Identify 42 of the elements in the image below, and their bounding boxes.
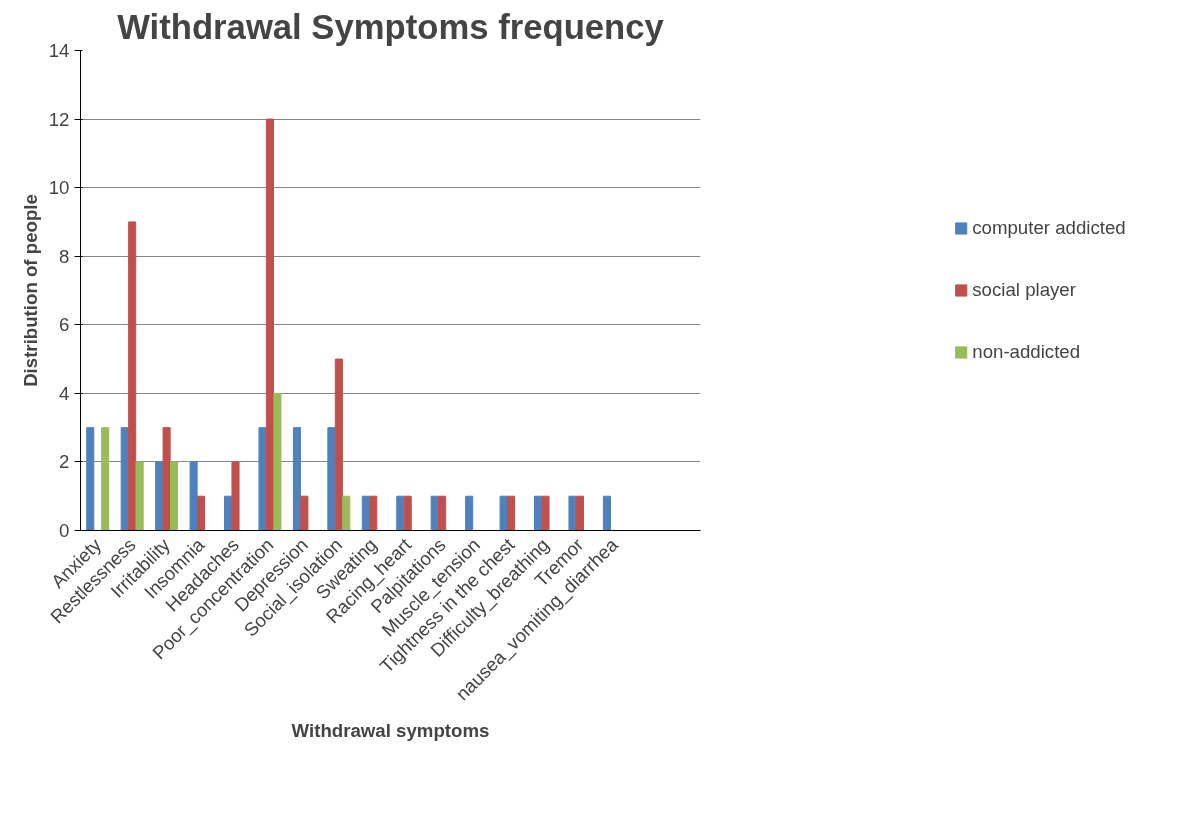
bar [189,461,198,531]
bar [403,495,412,531]
y-tick-label: 6 [59,314,70,336]
bar [602,495,611,531]
chart-title: Withdrawal Symptoms frequency [117,7,665,46]
bar [170,461,179,531]
y-tick-label: 4 [59,382,70,404]
bar [197,495,206,531]
bar [369,495,378,531]
bar [101,427,110,531]
legend-label: computer addicted [972,217,1126,239]
bar [438,495,447,531]
y-tick-label: 12 [48,108,70,130]
y-tick-label: 8 [59,245,70,267]
bar [507,495,516,531]
bar [258,427,267,531]
bar [273,392,282,531]
y-tick-label: 2 [59,451,70,473]
bar [162,427,171,531]
bar [541,495,550,531]
bar [231,461,240,531]
x-axis-title: Withdrawal symptoms [291,719,490,741]
bar [575,495,584,531]
bar [568,495,577,531]
legend-label: social player [972,279,1076,301]
bar [334,358,343,531]
bar [86,427,95,531]
y-tick-label: 14 [48,40,70,61]
legend-label: non-addicted [972,341,1081,363]
bar [327,427,336,531]
bar [292,427,301,531]
y-tick-label: 0 [59,520,70,541]
bar [342,495,351,531]
bar [135,461,144,531]
bar [396,495,405,531]
bar [265,118,274,531]
y-tick-label: 10 [48,177,70,199]
y-axis-title: Distribution of people [19,194,41,387]
bar [499,495,508,531]
bar [128,221,137,531]
bar [300,495,309,531]
bar [465,495,474,531]
